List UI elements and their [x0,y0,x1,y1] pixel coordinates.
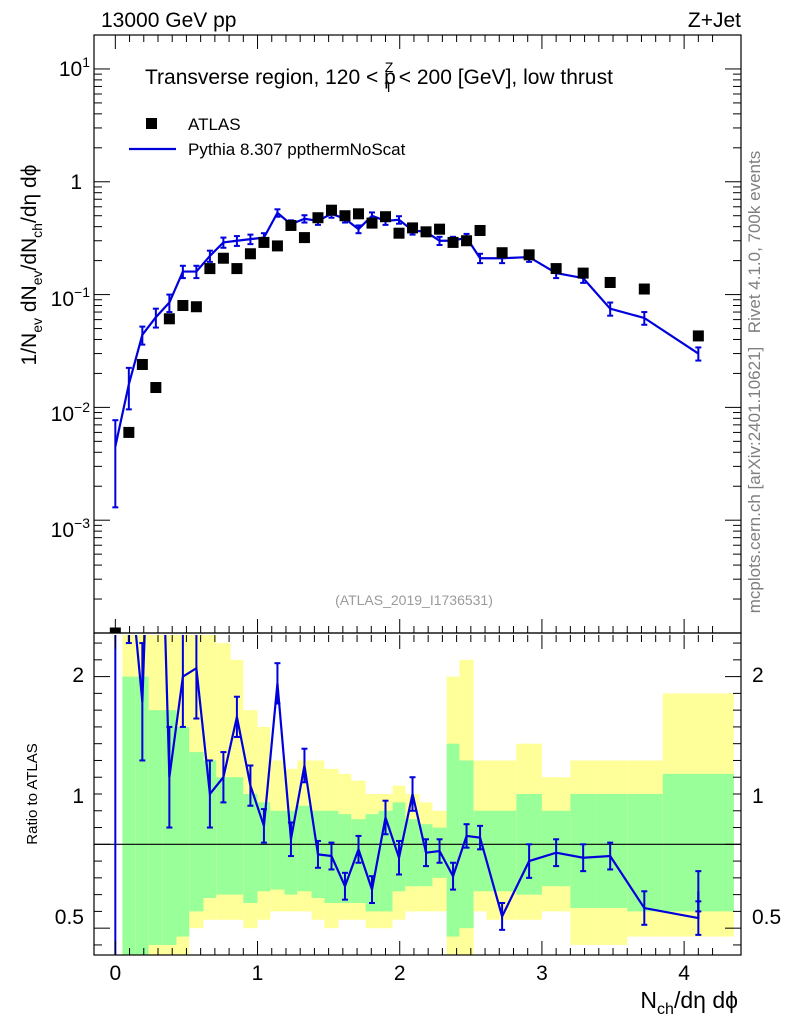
y-tick-label: 10−1 [51,284,91,311]
band-inner [473,810,487,892]
y-tick-label: 1 [70,171,82,194]
band-inner [270,810,285,890]
data-point [163,313,175,325]
band-inner [203,760,217,898]
data-point [447,236,459,248]
data-point [393,227,405,239]
data-point [352,208,364,220]
y-tick-labels: 101 1 10−1 10−2 10−3 [51,54,91,542]
data-point [577,267,589,279]
band-inner [148,710,163,945]
band-inner [243,794,258,904]
band-inner [230,777,244,895]
y-tick-label: 10−2 [51,399,91,426]
ratio-tick-label: 2 [72,664,84,687]
data-point [150,382,162,394]
y-tick-label: 101 [59,54,90,81]
header-left: 13000 GeV pp [101,9,236,32]
data-point [177,300,189,312]
band-inner [135,676,149,955]
band-inner [595,794,628,909]
data-point [474,224,486,236]
data-point [258,236,270,248]
band-inner [189,752,204,912]
data-point [380,211,392,223]
data-point [638,283,650,295]
axis-ticks [94,34,741,955]
data-point [550,263,562,275]
data-point [298,232,310,244]
legend-marker-data [146,118,157,129]
x-tick-labels: 0 1 2 3 4 [109,962,690,985]
band-inner [216,777,231,895]
data-point [496,247,508,259]
ratio-tick-labels: 0.5 1 2 0.5 1 2 [55,664,781,929]
x-tick-label: 2 [394,962,406,985]
data-point [204,263,216,275]
data-point [217,252,229,264]
y-axis-label: 1/Nev dNev/dNch/dη dϕ [18,165,45,366]
mc-series [112,208,702,509]
band-inner [365,814,379,912]
data-point [136,358,148,370]
data-point [420,226,432,238]
data-point [461,235,473,247]
x-axis-label: Nch/dη dϕ [640,987,738,1018]
ratio-tick-label: 1 [72,785,84,808]
band-inner [176,726,190,937]
data-point [339,210,351,222]
data-point [285,219,297,231]
ratio-tick-label: 0.5 [55,906,84,929]
ratio-mc-series [114,635,702,955]
legend-label-data: ATLAS [188,115,241,134]
data-point [325,204,337,216]
data-point [604,276,616,288]
ratio-axis-label: Ratio to ATLAS [24,743,41,844]
band-inner [297,805,312,892]
band-inner [257,802,271,892]
data-point [244,248,256,260]
legend-label-mc: Pythia 8.307 ppthermNoScat [188,140,406,159]
ratio-tick-label-right: 2 [752,664,764,687]
data-point [190,301,202,313]
header-right: Z+Jet [688,9,741,32]
data-point [366,217,378,229]
side-text-top: Rivet 4.1.0, 700k events [745,151,764,333]
mc-line [114,211,699,447]
band-inner [446,743,460,937]
ratio-tick-label-right: 1 [752,785,764,808]
data-point [434,223,446,235]
band-inner [122,676,136,955]
data-point [231,263,243,275]
data-point [523,249,535,261]
data-point [123,426,135,438]
analysis-label: (ATLAS_2019_I1736531) [335,592,493,608]
side-text-bottom: mcplots.cern.ch [arXiv:2401.10621] [745,347,764,613]
data-point [692,330,704,342]
band-inner [405,819,420,887]
data-point [407,222,419,234]
y-tick-label: 10−3 [51,515,91,542]
data-point [312,212,324,224]
x-tick-label: 0 [109,962,121,985]
chart-title: Transverse region, 120 < pZ T < 200 [GeV]… [145,59,613,95]
x-tick-label: 4 [678,962,690,985]
ratio-bands [122,635,734,955]
x-tick-label: 1 [252,962,264,985]
data-series [109,204,704,633]
ratio-tick-label-right: 0.5 [752,906,781,929]
legend: ATLAS Pythia 8.307 ppthermNoScat [129,115,406,159]
x-tick-label: 3 [536,962,548,985]
data-point [271,240,283,252]
